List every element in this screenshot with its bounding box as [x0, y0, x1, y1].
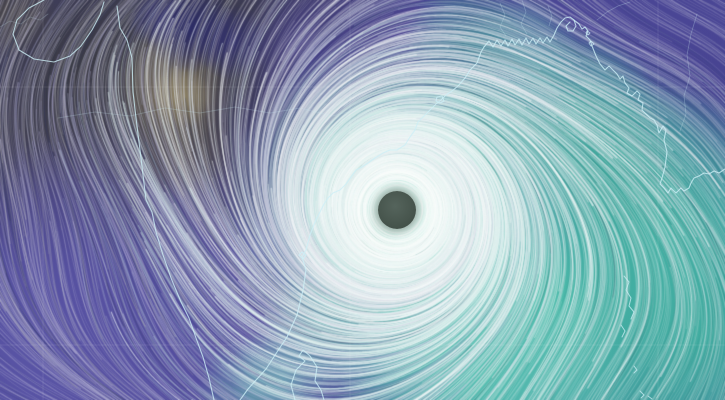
wind-flow-canvas[interactable]	[0, 0, 725, 400]
wind-map-viewport	[0, 0, 725, 400]
